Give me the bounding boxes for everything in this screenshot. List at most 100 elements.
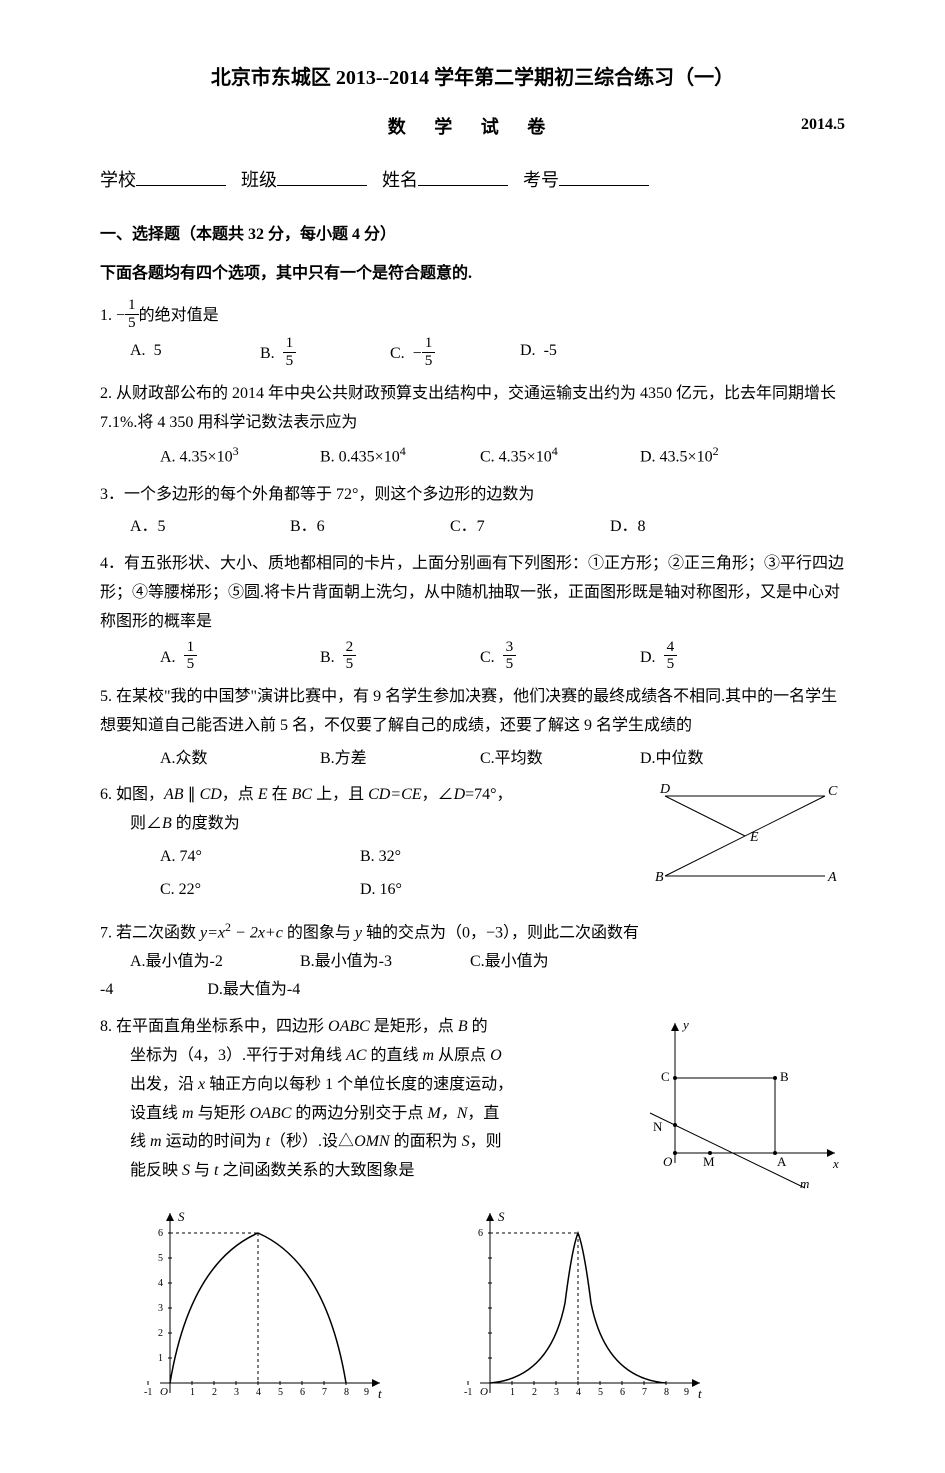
school-blank[interactable] bbox=[136, 163, 226, 186]
q6-figure: D C E B A bbox=[645, 781, 845, 891]
section1-note: 下面各题均有四个选项，其中只有一个是符合题意的. bbox=[100, 260, 845, 289]
svg-text:-1: -1 bbox=[464, 1387, 472, 1398]
q6-line2: 则∠B 的度数为 bbox=[100, 810, 625, 839]
question-8: 8. 在平面直角坐标系中，四边形 OABC 是矩形，点 B 的 坐标为（4，3）… bbox=[100, 1013, 845, 1193]
svg-text:6: 6 bbox=[620, 1387, 625, 1398]
q1-num: 1 bbox=[125, 297, 139, 315]
svg-text:M: M bbox=[703, 1154, 715, 1169]
question-3: 3．一个多边形的每个外角都等于 72°，则这个多边形的边数为 A．5 B．6 C… bbox=[100, 481, 845, 543]
q4-text: 4．有五张形状、大小、质地都相同的卡片，上面分别画有下列图形：①正方形；②正三角… bbox=[100, 550, 845, 636]
question-2: 2. 从财政部公布的 2014 年中央公共财政预算支出结构中，交通运输支出约为 … bbox=[100, 380, 845, 473]
svg-text:A: A bbox=[777, 1154, 787, 1169]
q8-option-graphs: S t O -1 123456789 123456 S t O bbox=[130, 1203, 845, 1413]
q3-optB: B．6 bbox=[290, 513, 450, 542]
q1-prefix: 1. − bbox=[100, 307, 125, 324]
svg-text:B: B bbox=[780, 1069, 789, 1084]
svg-text:4: 4 bbox=[256, 1387, 261, 1398]
subtitle-row: 数 学 试 卷 2014.5 bbox=[100, 111, 845, 143]
svg-text:B: B bbox=[655, 870, 664, 885]
q3-optA: A．5 bbox=[130, 513, 290, 542]
svg-text:O: O bbox=[663, 1154, 673, 1169]
svg-text:7: 7 bbox=[642, 1387, 647, 1398]
question-6: 6. 如图，AB ∥ CD，点 E 在 BC 上，且 CD=CE，∠D=74°，… bbox=[100, 781, 845, 908]
q3-text: 3．一个多边形的每个外角都等于 72°，则这个多边形的边数为 bbox=[100, 481, 845, 510]
q1-den: 5 bbox=[125, 315, 139, 332]
svg-text:7: 7 bbox=[322, 1387, 327, 1398]
svg-text:A: A bbox=[827, 870, 837, 885]
svg-text:6: 6 bbox=[158, 1228, 163, 1239]
svg-text:6: 6 bbox=[300, 1387, 305, 1398]
question-7: 7. 若二次函数 y=x2 − 2x+c 的图象与 y 轴的交点为（0，−3），… bbox=[100, 917, 845, 1006]
svg-text:O: O bbox=[480, 1386, 488, 1398]
q6-optD: D. 16° bbox=[360, 876, 490, 905]
q3-optC: C．7 bbox=[450, 513, 610, 542]
svg-text:3: 3 bbox=[554, 1387, 559, 1398]
svg-text:8: 8 bbox=[344, 1387, 349, 1398]
svg-text:3: 3 bbox=[158, 1303, 163, 1314]
q5-optA: A.众数 bbox=[160, 745, 320, 774]
q1-optB: B. 15 bbox=[260, 337, 390, 371]
svg-text:1: 1 bbox=[510, 1387, 515, 1398]
q6-optA: A. 74° bbox=[160, 843, 360, 872]
q8-graph-right: S t O -1 123456789 6 bbox=[450, 1203, 710, 1413]
q7-optC-cont: -4 D.最大值为-4 bbox=[100, 976, 845, 1005]
q2-optC: C. 4.35×104 bbox=[480, 441, 640, 472]
svg-text:2: 2 bbox=[158, 1328, 163, 1339]
q1-suffix: 的绝对值是 bbox=[139, 307, 219, 324]
svg-text:m: m bbox=[800, 1176, 809, 1191]
svg-text:6: 6 bbox=[478, 1228, 483, 1239]
svg-text:4: 4 bbox=[576, 1387, 581, 1398]
subtitle: 数 学 试 卷 bbox=[388, 111, 558, 143]
svg-text:3: 3 bbox=[234, 1387, 239, 1398]
class-blank[interactable] bbox=[277, 163, 367, 186]
examno-label: 考号 bbox=[523, 164, 559, 196]
q8-figure: y x C B N O M A m bbox=[635, 1013, 845, 1193]
svg-text:E: E bbox=[749, 830, 759, 845]
q4-optB: B. 25 bbox=[320, 641, 480, 675]
q5-optC: C.平均数 bbox=[480, 745, 640, 774]
info-row: 学校 班级 姓名 考号 bbox=[100, 163, 845, 196]
q8-graph-left: S t O -1 123456789 123456 bbox=[130, 1203, 390, 1413]
svg-text:N: N bbox=[653, 1119, 663, 1134]
q2-optB: B. 0.435×104 bbox=[320, 441, 480, 472]
q1-optD: D. -5 bbox=[520, 337, 650, 371]
svg-text:5: 5 bbox=[278, 1387, 283, 1398]
svg-text:t: t bbox=[698, 1386, 702, 1401]
q7-optC: C.最小值为 bbox=[470, 948, 549, 977]
svg-text:y: y bbox=[681, 1017, 689, 1032]
q4-optC: C. 35 bbox=[480, 641, 640, 675]
svg-text:O: O bbox=[160, 1386, 168, 1398]
name-blank[interactable] bbox=[418, 163, 508, 186]
exam-date: 2014.5 bbox=[801, 111, 845, 140]
svg-text:C: C bbox=[828, 784, 838, 799]
q5-optB: B.方差 bbox=[320, 745, 480, 774]
q2-optD: D. 43.5×102 bbox=[640, 441, 800, 472]
q6-optB: B. 32° bbox=[360, 843, 490, 872]
svg-text:S: S bbox=[178, 1209, 185, 1224]
svg-text:5: 5 bbox=[598, 1387, 603, 1398]
svg-text:9: 9 bbox=[684, 1387, 689, 1398]
name-label: 姓名 bbox=[382, 164, 418, 196]
svg-text:4: 4 bbox=[158, 1278, 163, 1289]
q2-text: 2. 从财政部公布的 2014 年中央公共财政预算支出结构中，交通运输支出约为 … bbox=[100, 380, 845, 438]
svg-text:t: t bbox=[378, 1386, 382, 1401]
svg-text:x: x bbox=[832, 1156, 839, 1171]
class-label: 班级 bbox=[241, 164, 277, 196]
q7-optA: A.最小值为-2 bbox=[100, 948, 300, 977]
q4-optD: D. 45 bbox=[640, 641, 800, 675]
svg-text:5: 5 bbox=[158, 1253, 163, 1264]
svg-text:9: 9 bbox=[364, 1387, 369, 1398]
q4-optA: A. 15 bbox=[160, 641, 320, 675]
q7-optB: B.最小值为-3 bbox=[300, 948, 470, 977]
svg-text:1: 1 bbox=[158, 1353, 163, 1364]
question-1: 1. −15的绝对值是 A. 5 B. 15 C. −15 D. -5 bbox=[100, 299, 845, 372]
svg-text:-1: -1 bbox=[144, 1387, 152, 1398]
question-5: 5. 在某校"我的中国梦"演讲比赛中，有 9 名学生参加决赛，他们决赛的最终成绩… bbox=[100, 683, 845, 773]
section1-header: 一、选择题（本题共 32 分，每小题 4 分） bbox=[100, 221, 845, 250]
svg-text:C: C bbox=[661, 1069, 670, 1084]
examno-blank[interactable] bbox=[559, 163, 649, 186]
q1-optC: C. −15 bbox=[390, 337, 520, 371]
svg-text:D: D bbox=[659, 782, 670, 797]
q5-optD: D.中位数 bbox=[640, 745, 800, 774]
svg-text:S: S bbox=[498, 1209, 505, 1224]
